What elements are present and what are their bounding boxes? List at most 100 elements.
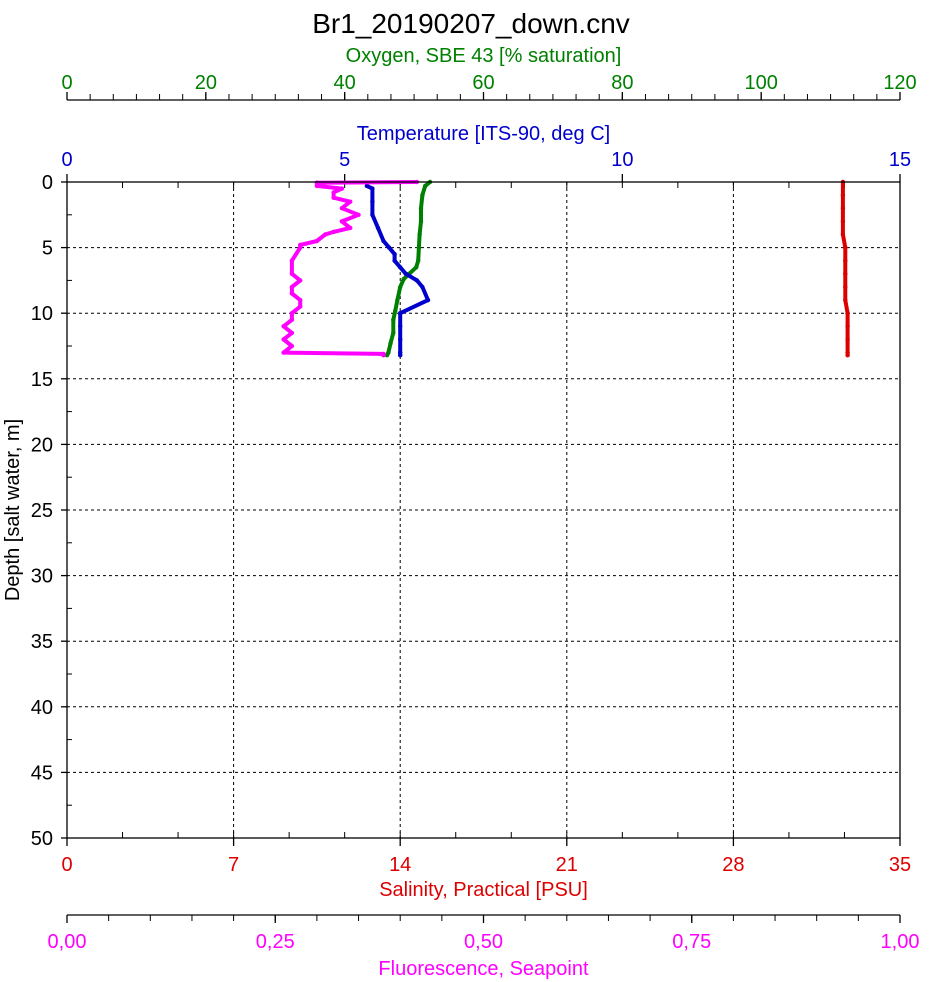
fluorescence-point	[289, 271, 295, 276]
y-tick-label: 25	[31, 500, 53, 522]
fluorescence-point	[381, 353, 386, 358]
oxygen-point	[416, 258, 421, 263]
grid	[67, 182, 900, 838]
fluorescence-point	[356, 212, 361, 217]
oxygen-point	[388, 341, 393, 346]
data-series	[281, 179, 850, 358]
fluorescence-point	[281, 324, 286, 329]
temperature-point	[370, 186, 375, 191]
oxygen-point	[401, 276, 406, 282]
y-tick-label: 45	[31, 762, 53, 784]
y-tick-label: 35	[31, 631, 53, 653]
oxygen-tick-label: 0	[61, 72, 72, 94]
salinity-tick-label: 35	[889, 854, 911, 876]
y-tick-label: 20	[31, 434, 53, 456]
salinity-point	[840, 232, 846, 237]
temperature-point	[392, 252, 397, 257]
oxygen-point	[423, 183, 428, 189]
salinity-series	[840, 179, 850, 358]
y-tick-label: 5	[42, 238, 53, 260]
fluorescence-point	[339, 206, 345, 211]
temperature-point	[392, 258, 397, 263]
fluorescence-point	[331, 190, 336, 195]
temperature-point	[386, 245, 392, 250]
y-axis-label: Depth [salt water, m]	[2, 419, 24, 601]
salinity-point	[843, 284, 848, 290]
oxygen-tick-label: 40	[334, 72, 356, 94]
fluorescence-tick-label: 0,25	[256, 931, 295, 953]
salinity-point	[843, 258, 848, 263]
temperature-point	[370, 212, 375, 217]
temperature-point	[414, 278, 420, 283]
temperature-tick-label: 15	[889, 149, 911, 171]
fluorescence-point	[331, 195, 336, 200]
fluorescence-axis: 0,00 0,25 0,50 0,75 1,00 Fluorescence, Seapoi…	[48, 914, 920, 980]
fluorescence-point	[289, 291, 295, 296]
oxygen-point	[384, 353, 390, 358]
y-tick-label: 10	[31, 303, 53, 325]
oxygen-tick-label: 80	[611, 72, 633, 94]
y-tick-label: 50	[31, 828, 53, 850]
y-tick-label: 15	[31, 369, 53, 391]
oxygen-tick-label: 20	[195, 72, 217, 94]
temperature-tick-label: 10	[611, 149, 633, 171]
fluorescence-tick-label: 0,75	[672, 931, 711, 953]
salinity-point	[845, 337, 850, 342]
salinity-point	[845, 353, 850, 358]
oxygen-tick-label: 60	[472, 72, 494, 94]
temperature-point	[398, 311, 403, 316]
salinity-point	[843, 271, 848, 276]
fluorescence-point	[298, 245, 303, 250]
salinity-axis-label: Salinity, Practical [PSU]	[379, 879, 588, 901]
salinity-point	[845, 311, 850, 316]
oxygen-point	[393, 308, 398, 313]
temperature-point	[398, 265, 403, 270]
fluorescence-tick-label: 0,50	[464, 931, 503, 953]
fluorescence-point	[314, 183, 320, 189]
salinity-axis: 0 7 14 21 28 35 Salinity, Practical [PSU]	[61, 832, 911, 901]
oxygen-point	[414, 265, 419, 270]
fluorescence-point	[348, 225, 353, 231]
fluorescence-point	[339, 219, 345, 224]
fluorescence-axis-label: Fluorescence, Seapoint	[378, 958, 589, 980]
fluorescence-point	[289, 311, 295, 316]
oxygen-series	[384, 179, 433, 358]
temperature-point	[370, 199, 375, 204]
salinity-tick-label: 28	[722, 854, 744, 876]
salinity-tick-label: 7	[228, 854, 239, 876]
temperature-point	[403, 271, 408, 276]
oxygen-tick-label: 120	[883, 72, 916, 94]
fluorescence-point	[298, 278, 303, 283]
temperature-point	[425, 297, 431, 303]
temperature-series	[364, 183, 431, 358]
fluorescence-point	[289, 343, 295, 349]
fluorescence-series	[281, 179, 420, 358]
oxygen-point	[391, 330, 396, 336]
salinity-point	[843, 297, 848, 303]
temperature-point	[398, 324, 403, 329]
oxygen-axis: 0 20 40 60 80 100 120 Oxygen, SBE 43 [% saturat…	[61, 45, 917, 101]
oxygen-point	[418, 219, 424, 224]
oxygen-point	[391, 317, 396, 322]
temperature-point	[381, 238, 386, 244]
salinity-point	[840, 192, 846, 198]
oxygen-line	[385, 180, 432, 358]
fluorescence-point	[348, 199, 353, 204]
oxygen-tick-label: 100	[744, 72, 777, 94]
temperature-axis: 0 5 10 15 Temperature [ITS-90, deg C]	[61, 123, 911, 188]
oxygen-point	[417, 232, 422, 237]
fluorescence-point	[289, 284, 295, 290]
temperature-point	[375, 225, 381, 231]
salinity-tick-label: 0	[61, 854, 72, 876]
salinity-point	[845, 324, 850, 329]
fluorescence-point	[323, 232, 328, 237]
fluorescence-tick-label: 1,00	[881, 931, 920, 953]
fluorescence-point	[298, 304, 303, 309]
temperature-axis-label: Temperature [ITS-90, deg C]	[357, 123, 610, 145]
temperature-line	[364, 183, 430, 358]
fluorescence-point	[331, 229, 336, 235]
chart-title: Br1_20190207_down.cnv	[312, 8, 630, 39]
oxygen-point	[395, 297, 400, 303]
